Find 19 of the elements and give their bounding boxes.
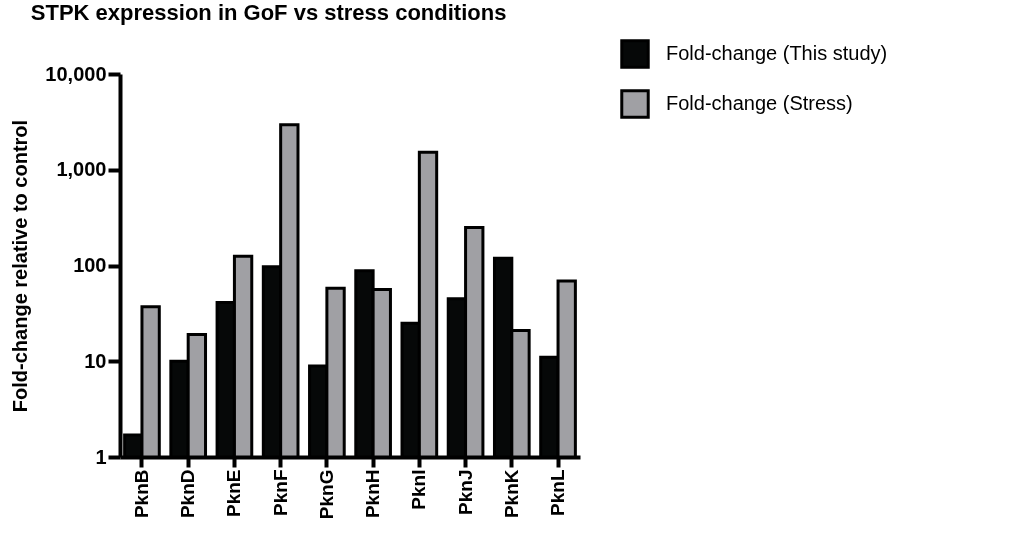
x-tick-label: PknF [269,469,291,516]
y-tick-label: 100 [73,254,107,276]
x-tick-label: PknE [223,469,245,518]
x-tick-label: PknK [500,469,522,519]
x-tick-label: PknL [547,469,569,516]
x-tick-label: PknD [177,469,199,519]
x-tick-label: PknB [130,469,152,519]
y-tick-label: 1,000 [56,158,107,181]
y-tick-label: 1 [95,445,107,468]
x-tick-label: PknG [315,469,337,520]
y-tick-label: 10,000 [45,62,107,85]
chart-title: STPK expression in GoF vs stress conditions [30,0,507,25]
y-axis-title: Fold-change relative to control [9,119,32,413]
x-tick-label: PknI [408,469,430,510]
x-tick-label: PknH [362,469,384,519]
x-tick-label: PknJ [454,469,476,515]
y-tick-label: 10 [84,349,107,372]
legend-label: Fold-change (Stress) [666,92,853,114]
legend-label: Fold-change (This study) [666,42,888,64]
